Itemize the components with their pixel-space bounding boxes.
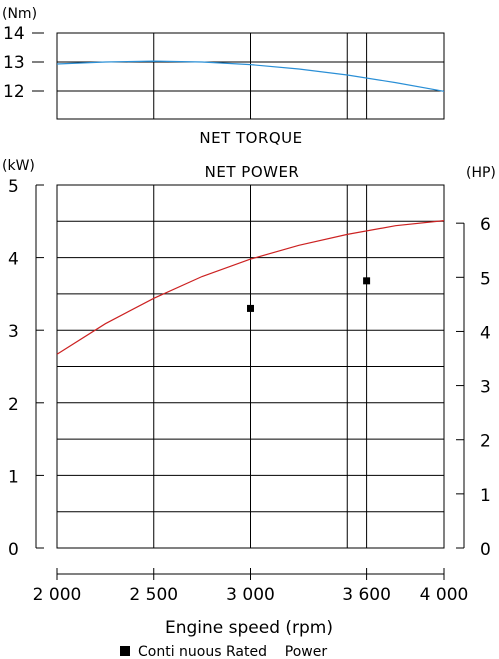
torque-panel: 12 13 14 (Nm) NET TORQUE <box>2 6 445 147</box>
torque-curve <box>56 60 445 92</box>
x-tick-label: 2 000 <box>33 585 82 605</box>
x-tick-label: 3 600 <box>342 585 391 605</box>
power-right-unit-label: (HP) <box>466 165 496 181</box>
power-series <box>56 220 445 355</box>
power-left-tick-label: 5 <box>8 177 19 197</box>
power-right-tick-label: 5 <box>480 269 491 289</box>
power-right-tick-label: 4 <box>480 323 491 343</box>
power-left-tick-label: 3 <box>8 322 19 342</box>
power-right-tick-label: 6 <box>480 215 491 235</box>
power-grid <box>57 185 444 548</box>
rated-power-markers <box>247 277 371 312</box>
power-panel: NET POWER (kW) (HP) 0 1 2 3 4 5 0 1 2 3 4 5 6 2 000… <box>2 158 496 638</box>
torque-y-tick-label: 12 <box>3 82 25 102</box>
power-panel-title: NET POWER <box>205 163 300 181</box>
x-axis: 2 000 2 500 3 000 3 600 4 000 <box>33 568 469 605</box>
x-tick-label: 4 000 <box>420 585 469 605</box>
torque-unit-label: (Nm) <box>2 6 37 22</box>
power-right-axis: 0 1 2 3 4 5 6 <box>456 215 491 560</box>
torque-y-tick-label: 14 <box>3 24 25 44</box>
torque-panel-title: NET TORQUE <box>199 129 302 147</box>
power-left-axis: 0 1 2 3 4 5 <box>8 177 44 560</box>
power-right-tick-label: 3 <box>480 378 491 398</box>
legend-label: Conti nuous Rated Power <box>138 644 327 659</box>
legend-marker-swatch <box>120 646 130 656</box>
rated-power-point <box>247 304 254 312</box>
power-right-tick-label: 2 <box>480 432 491 452</box>
power-left-tick-label: 2 <box>8 395 19 415</box>
x-tick-label: 2 500 <box>129 585 178 605</box>
x-axis-label: Engine speed (rpm) <box>165 618 333 638</box>
power-right-tick-label: 1 <box>480 486 491 506</box>
torque-y-axis: 12 13 14 <box>3 24 44 102</box>
power-right-tick-label: 0 <box>480 540 491 560</box>
power-left-tick-label: 1 <box>8 467 19 487</box>
power-curve <box>56 220 445 355</box>
rated-power-point <box>363 277 371 285</box>
power-left-tick-label: 4 <box>8 250 19 270</box>
power-left-tick-label: 0 <box>8 540 19 560</box>
torque-grid <box>57 33 444 119</box>
torque-y-tick-label: 13 <box>3 53 25 73</box>
legend: Conti nuous Rated Power <box>120 644 327 659</box>
power-left-unit-label: (kW) <box>2 158 35 174</box>
x-tick-label: 3 000 <box>226 585 275 605</box>
torque-series <box>56 60 445 92</box>
